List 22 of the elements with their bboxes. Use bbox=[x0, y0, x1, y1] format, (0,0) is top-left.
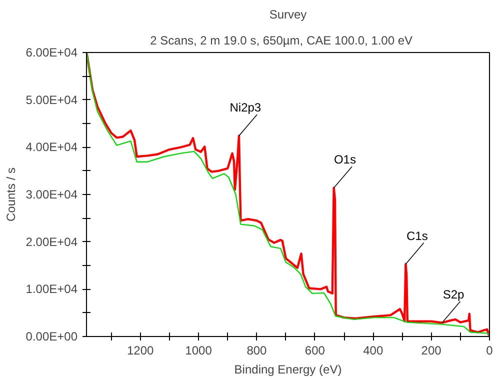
annotation: Ni2p3 bbox=[230, 100, 262, 115]
x-tick-label: 800 bbox=[246, 344, 268, 358]
y-tick-label: 4.00E+04 bbox=[26, 140, 78, 154]
y-tick-label: 1.00E+04 bbox=[26, 282, 78, 296]
x-tick-label: 600 bbox=[304, 344, 326, 358]
chart-subtitle: 2 Scans, 2 m 19.0 s, 650µm, CAE 100.0, 1.00 eV bbox=[150, 34, 413, 48]
y-tick-label: 2.00E+04 bbox=[26, 234, 78, 249]
y-tick-label: 6.00E+04 bbox=[26, 46, 78, 60]
x-tick-label: 0 bbox=[486, 344, 494, 358]
y-axis-title: Counts / s bbox=[4, 167, 18, 222]
annotation: O1s bbox=[334, 152, 356, 167]
x-axis-title: Binding Energy (eV) bbox=[234, 362, 342, 376]
y-tick-label: 5.00E+04 bbox=[26, 92, 78, 107]
x-tick-label: 200 bbox=[421, 344, 442, 358]
chart-title: Survey bbox=[269, 8, 307, 22]
x-tick-label: 400 bbox=[363, 344, 384, 358]
annotation: S2p bbox=[442, 287, 465, 302]
x-tick-label: 1200 bbox=[126, 344, 154, 358]
x-tick-label: 1000 bbox=[185, 344, 212, 358]
annotation: C1s bbox=[406, 228, 428, 243]
y-tick-label: 3.00E+04 bbox=[26, 188, 78, 202]
y-tick-label: 0.00E+00 bbox=[26, 330, 78, 344]
